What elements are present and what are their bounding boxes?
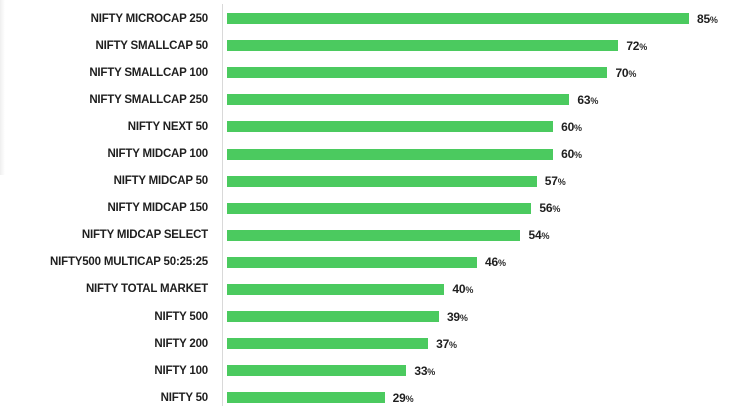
value-number: 60 [561,119,575,134]
bar [227,94,570,106]
value-number: 56 [539,201,553,216]
percent-sign: % [590,95,599,106]
bar-rows: NIFTY MICROCAP 250 85% NIFTY SMALLCAP 50 72… [0,5,748,411]
value-number: 85 [696,11,710,26]
y-axis-line [222,4,223,406]
bar [227,256,477,268]
percent-sign: % [427,366,436,377]
value-label: 39% [447,310,468,324]
value-label: 40% [452,282,473,296]
chart-row: NIFTY SMALLCAP 100 70% [0,59,748,86]
percent-sign: % [465,285,474,296]
bar [227,67,608,79]
value-label: 33% [414,364,435,378]
bar [227,121,554,133]
value-label: 72% [626,39,647,53]
value-label: 56% [539,201,560,215]
category-label: NIFTY 50 [160,391,209,404]
chart-row: NIFTY 500 39% [0,303,748,330]
category-label: NIFTY SMALLCAP 100 [89,66,208,79]
percent-sign: % [628,68,637,79]
chart-row: NIFTY 100 33% [0,357,748,384]
chart-row: NIFTY MICROCAP 250 85% [0,5,748,32]
chart-row: NIFTY MIDCAP SELECT 54% [0,222,748,249]
value-label: 70% [615,66,636,80]
chart-row: NIFTY MIDCAP 150 56% [0,195,748,222]
value-label: 54% [528,228,549,242]
category-label: NIFTY TOTAL MARKET [85,283,208,296]
value-number: 70 [615,65,629,80]
bar [227,229,521,241]
value-label: 37% [436,337,457,351]
left-edge-artifact [0,0,5,175]
chart-row: NIFTY MIDCAP 100 60% [0,140,748,167]
bar [227,365,407,377]
value-number: 37 [436,336,450,351]
chart-row: NIFTY SMALLCAP 250 63% [0,86,748,113]
category-label: NIFTY NEXT 50 [127,120,208,133]
chart-row: NIFTY TOTAL MARKET 40% [0,276,748,303]
percent-sign: % [709,14,718,25]
bar [227,202,532,214]
chart-row: NIFTY500 MULTICAP 50:25:25 46% [0,249,748,276]
value-label: 57% [545,174,566,188]
bar [227,13,689,25]
bar [227,175,537,187]
chart-row: NIFTY MIDCAP 50 57% [0,168,748,195]
category-label: NIFTY500 MULTICAP 50:25:25 [50,256,208,269]
bar [227,392,385,404]
value-label: 29% [393,391,414,405]
value-label: 46% [485,255,506,269]
value-label: 60% [561,120,582,134]
percent-sign: % [639,41,648,52]
bar [227,148,554,160]
percent-sign: % [574,150,582,161]
bar [227,40,619,52]
percent-sign: % [557,177,566,188]
value-number: 72 [626,38,640,53]
value-number: 40 [452,282,466,297]
value-number: 33 [414,363,428,378]
chart-row: NIFTY 200 37% [0,330,748,357]
percent-sign: % [574,122,582,133]
value-number: 39 [446,309,460,324]
chart-row: NIFTY 50 29% [0,384,748,411]
bar [227,311,439,323]
percent-sign: % [449,339,457,350]
value-number: 57 [544,174,558,189]
category-label: NIFTY MIDCAP 50 [113,175,209,188]
category-label: NIFTY MIDCAP 100 [107,148,208,161]
value-number: 46 [485,255,498,270]
value-label: 60% [561,147,582,161]
category-label: NIFTY 100 [154,364,208,377]
percent-sign: % [552,204,561,215]
category-label: NIFTY 200 [154,337,208,350]
percent-sign: % [541,231,550,242]
value-number: 54 [528,228,542,243]
percent-sign: % [497,258,506,269]
chart-row: NIFTY NEXT 50 60% [0,113,748,140]
value-label: 85% [697,12,718,26]
category-label: NIFTY MIDCAP SELECT [81,229,208,242]
category-label: NIFTY MIDCAP 150 [107,202,208,215]
category-label: NIFTY SMALLCAP 250 [89,93,208,106]
value-label: 63% [577,93,598,107]
percent-sign: % [459,312,468,323]
value-number: 29 [392,390,406,405]
chart-row: NIFTY SMALLCAP 50 72% [0,32,748,59]
bar [227,338,429,350]
value-number: 63 [577,92,591,107]
category-label: NIFTY SMALLCAP 50 [95,39,209,52]
percent-sign: % [405,393,414,404]
value-number: 60 [561,147,575,162]
bar [227,283,445,295]
category-label: NIFTY 500 [154,310,208,323]
category-label: NIFTY MICROCAP 250 [90,12,209,25]
